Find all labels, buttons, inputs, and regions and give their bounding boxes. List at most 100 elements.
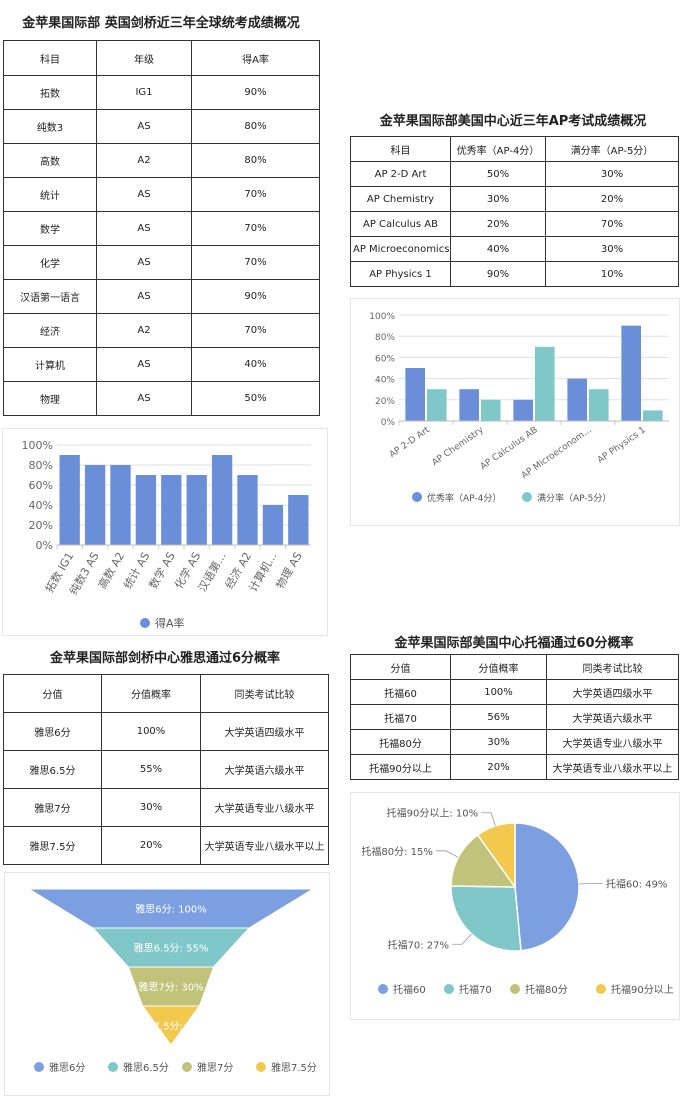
ap-panel: 金苹果国际部美国中心近三年AP考试成绩概况 科目 优秀率（AP-4分） 满分率（AP… xyxy=(348,100,679,300)
legend-label: 雅思7.5分 xyxy=(271,1061,317,1074)
legend-marker xyxy=(182,1062,192,1072)
table-row: 雅思7分 30% 大学英语专业八级水平 xyxy=(3,788,329,827)
table-header-cell: 科目 xyxy=(350,136,451,162)
funnel-segment xyxy=(141,1005,201,1046)
table-header-cell: 分值 xyxy=(3,674,102,713)
pie-slice xyxy=(514,822,580,952)
table-cell: 雅思7分 xyxy=(3,788,102,827)
legend-marker xyxy=(444,984,454,994)
funnel-label: 雅思7分: 30% xyxy=(138,981,203,994)
funnel-label: 雅思6分: 100% xyxy=(135,903,207,916)
x-tick-label: AP 2-D Art xyxy=(388,425,432,460)
uk-panel: 金苹果国际部 英国剑桥近三年全球统考成绩概况 科目 年级 得A率 拓数 IG1 90% 纯数… xyxy=(0,0,322,430)
table-cell: 纯数3 xyxy=(3,109,97,144)
legend-label: 雅思7分 xyxy=(197,1061,233,1074)
table-row: 拓数 IG1 90% xyxy=(3,75,320,110)
table-cell: 50% xyxy=(191,381,320,416)
table-row: 托福60 100% 大学英语四级水平 xyxy=(350,679,679,705)
table-cell: 大学英语专业八级水平 xyxy=(200,788,329,827)
pie-label: 托福90分以上: 10% xyxy=(387,807,479,820)
table-cell: A2 xyxy=(96,313,192,348)
table-row: 数学 AS 70% xyxy=(3,211,320,246)
pie-leader-line xyxy=(578,882,603,885)
ielts-title: 金苹果国际部剑桥中心雅思通过6分概率 xyxy=(49,651,281,666)
table-row: AP Calculus AB 20% 70% xyxy=(350,211,679,237)
bar xyxy=(459,389,479,421)
table-cell: 托福90分以上 xyxy=(350,754,451,780)
bar xyxy=(237,475,258,545)
y-tick-label: 0% xyxy=(381,418,396,428)
y-tick-label: 20% xyxy=(375,397,395,407)
table-row: 托福90分以上 20% 大学英语专业八级水平以上 xyxy=(350,754,679,780)
legend-marker xyxy=(596,984,606,994)
legend-label: 优秀率（AP-4分） xyxy=(427,492,501,504)
table-cell: 20% xyxy=(101,826,201,865)
table-cell: A2 xyxy=(96,143,192,178)
table-header-cell: 满分率（AP-5分） xyxy=(545,136,679,162)
table-header-cell: 分值概率 xyxy=(101,674,201,713)
bar xyxy=(211,455,233,545)
y-tick-label: 100% xyxy=(22,439,53,452)
pie-leader-line xyxy=(452,933,472,945)
table-cell: 70% xyxy=(191,211,320,246)
y-tick-label: 60% xyxy=(375,354,395,364)
ielts-funnel-chart: 雅思6分: 100% 雅思6.5分: 55% 雅思7分: 30% 雅思7.5分: 20… xyxy=(4,872,330,1096)
table-cell: 100% xyxy=(101,712,201,751)
table-cell: 30% xyxy=(545,161,679,187)
table-cell: 托福60 xyxy=(350,679,451,705)
y-tick-label: 60% xyxy=(29,479,53,492)
y-tick-label: 80% xyxy=(375,333,395,343)
table-cell: 20% xyxy=(450,211,546,237)
table-row: 经济 A2 70% xyxy=(3,313,320,348)
y-tick-label: 40% xyxy=(375,376,395,386)
legend-marker xyxy=(378,984,388,994)
ap-bar-chart: 0% 20% 40% 60% 80% 100% AP 2-D Art AP Chemistry… xyxy=(350,298,680,526)
toefl-pie-chart: 托福60: 49% 托福70: 27% 托福80分: 15% 托福90分以上: 10%… xyxy=(350,792,680,1020)
table-cell: 55% xyxy=(101,750,201,789)
bar xyxy=(262,505,284,545)
y-tick-label: 20% xyxy=(29,519,53,532)
bar xyxy=(513,399,533,421)
table-cell: 大学英语六级水平 xyxy=(200,750,329,789)
table-row: 高数 A2 80% xyxy=(3,143,320,178)
table-row: AP 2-D Art 50% 30% xyxy=(350,161,679,187)
toefl-title: 金苹果国际部美国中心托福通过60分概率 xyxy=(394,636,634,651)
table-header-row: 科目 年级 得A率 xyxy=(3,40,320,76)
ap-title: 金苹果国际部美国中心近三年AP考试成绩概况 xyxy=(379,114,647,129)
pie-leader-line xyxy=(481,812,496,827)
table-cell: AP Calculus AB xyxy=(350,211,451,237)
pie-slice xyxy=(476,822,516,890)
table-row: 汉语第一语言 AS 90% xyxy=(3,279,320,314)
legend-marker xyxy=(34,1062,44,1072)
table-cell: AS xyxy=(96,109,192,144)
legend-label: 满分率（AP-5分） xyxy=(537,492,611,504)
legend-marker xyxy=(140,618,150,628)
table-cell: AS xyxy=(96,177,192,212)
table-cell: AP Chemistry xyxy=(350,186,451,212)
legend-label: 雅思6分 xyxy=(49,1061,85,1074)
table-cell: 经济 xyxy=(3,313,97,348)
table-cell: 物理 xyxy=(3,381,97,416)
table-cell: 10% xyxy=(545,261,679,287)
bar xyxy=(288,495,309,545)
pie-label: 托福60: 49% xyxy=(606,877,668,890)
table-cell: 统计 xyxy=(3,177,97,212)
table-cell: 90% xyxy=(191,75,320,110)
pie-label: 托福80分: 15% xyxy=(361,845,433,858)
table-cell: 56% xyxy=(450,704,547,730)
bar xyxy=(589,389,609,421)
table-cell: AP Microeconomics xyxy=(350,236,451,262)
ap-table: 科目 优秀率（AP-4分） 满分率（AP-5分） AP 2-D Art 50% 30% AP… xyxy=(350,136,679,287)
table-cell: 80% xyxy=(191,109,320,144)
table-cell: 50% xyxy=(450,161,546,187)
funnel-label: 雅思7.5分: 20% xyxy=(134,1020,209,1033)
ielts-funnel-svg: 雅思6分: 100% 雅思6.5分: 55% 雅思7分: 30% 雅思7.5分: 20… xyxy=(27,888,317,1074)
table-header-row: 科目 优秀率（AP-4分） 满分率（AP-5分） xyxy=(350,136,679,162)
table-header-cell: 优秀率（AP-4分） xyxy=(450,136,546,162)
table-cell: 大学英语专业八级水平以上 xyxy=(200,826,329,865)
bar xyxy=(621,325,641,421)
table-cell: 30% xyxy=(450,729,547,755)
table-row: 统计 AS 70% xyxy=(3,177,320,212)
bar xyxy=(59,455,80,545)
table-cell: AS xyxy=(96,279,192,314)
